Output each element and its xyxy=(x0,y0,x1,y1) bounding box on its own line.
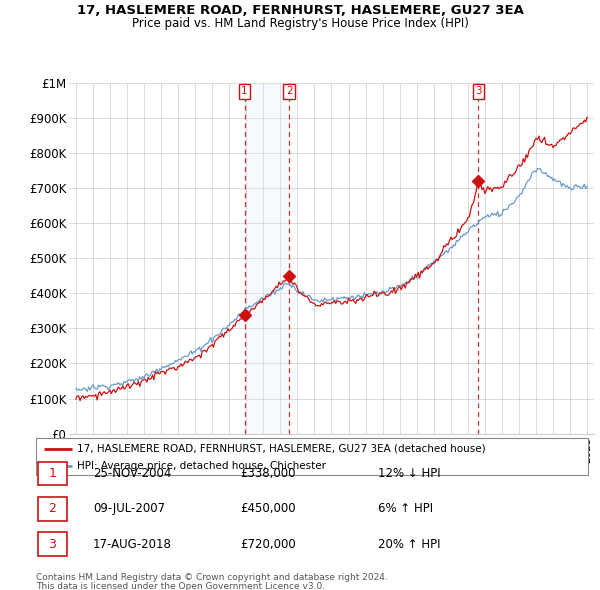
Text: 2: 2 xyxy=(49,502,56,516)
Text: 17, HASLEMERE ROAD, FERNHURST, HASLEMERE, GU27 3EA (detached house): 17, HASLEMERE ROAD, FERNHURST, HASLEMERE… xyxy=(77,444,486,454)
FancyBboxPatch shape xyxy=(38,532,67,556)
FancyBboxPatch shape xyxy=(36,438,588,475)
Text: £450,000: £450,000 xyxy=(240,502,296,516)
FancyBboxPatch shape xyxy=(38,497,67,521)
Text: This data is licensed under the Open Government Licence v3.0.: This data is licensed under the Open Gov… xyxy=(36,582,325,590)
Text: 3: 3 xyxy=(475,86,482,96)
Text: Contains HM Land Registry data © Crown copyright and database right 2024.: Contains HM Land Registry data © Crown c… xyxy=(36,573,388,582)
Text: 2: 2 xyxy=(286,86,293,96)
Text: 6% ↑ HPI: 6% ↑ HPI xyxy=(378,502,433,516)
Text: £720,000: £720,000 xyxy=(240,537,296,551)
Text: 1: 1 xyxy=(241,86,248,96)
Text: 1: 1 xyxy=(49,467,56,480)
Text: 12% ↓ HPI: 12% ↓ HPI xyxy=(378,467,440,480)
Bar xyxy=(245,83,289,434)
Text: 17-AUG-2018: 17-AUG-2018 xyxy=(93,537,172,551)
Text: 09-JUL-2007: 09-JUL-2007 xyxy=(93,502,165,516)
FancyBboxPatch shape xyxy=(38,461,67,486)
Text: 25-NOV-2004: 25-NOV-2004 xyxy=(93,467,172,480)
Text: HPI: Average price, detached house, Chichester: HPI: Average price, detached house, Chic… xyxy=(77,461,326,471)
Text: £338,000: £338,000 xyxy=(240,467,296,480)
Text: Price paid vs. HM Land Registry's House Price Index (HPI): Price paid vs. HM Land Registry's House … xyxy=(131,17,469,30)
Text: 20% ↑ HPI: 20% ↑ HPI xyxy=(378,537,440,551)
Text: 17, HASLEMERE ROAD, FERNHURST, HASLEMERE, GU27 3EA: 17, HASLEMERE ROAD, FERNHURST, HASLEMERE… xyxy=(77,4,523,17)
Text: 3: 3 xyxy=(49,537,56,551)
